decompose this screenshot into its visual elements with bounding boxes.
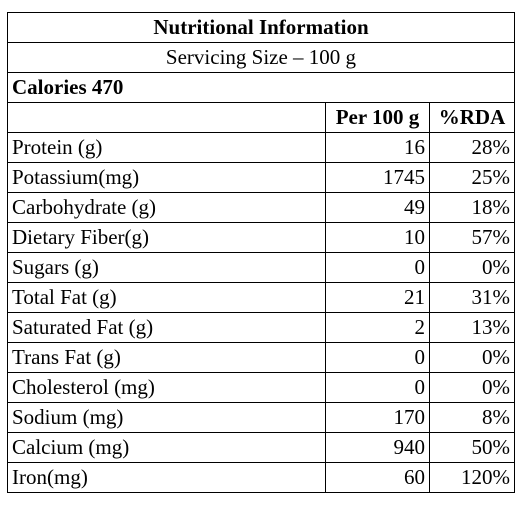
nutrient-rda: 0% [429,252,515,283]
nutrient-amount: 16 [325,132,430,163]
nutrient-rda: 120% [429,462,515,493]
nutrition-table: Nutritional Information Servicing Size –… [7,12,515,493]
nutrient-amount: 1745 [325,162,430,193]
nutrient-row: Carbohydrate (g) 49 18% [7,192,515,223]
table-title: Nutritional Information [7,12,515,43]
nutrient-amount: 21 [325,282,430,313]
nutrient-rda: 8% [429,402,515,433]
nutrient-name: Potassium(mg) [7,162,326,193]
nutrient-name: Calcium (mg) [7,432,326,463]
nutrient-rda: 50% [429,432,515,463]
nutrient-row: Saturated Fat (g) 2 13% [7,312,515,343]
per-100g-header: Per 100 g [325,102,430,133]
nutrient-name: Carbohydrate (g) [7,192,326,223]
rda-header: %RDA [429,102,515,133]
nutrient-row: Trans Fat (g) 0 0% [7,342,515,373]
nutrient-amount: 60 [325,462,430,493]
nutrient-row: Iron(mg) 60 120% [7,462,515,493]
nutrient-amount: 0 [325,372,430,403]
nutrient-amount: 10 [325,222,430,253]
nutrient-row: Sodium (mg) 170 8% [7,402,515,433]
nutrient-row: Protein (g) 16 28% [7,132,515,163]
nutrient-amount: 170 [325,402,430,433]
nutrient-rda: 13% [429,312,515,343]
nutrient-name: Saturated Fat (g) [7,312,326,343]
serving-size: Servicing Size – 100 g [7,42,515,73]
title-row: Nutritional Information [7,12,515,43]
column-header-row: Per 100 g %RDA [7,102,515,133]
nutrient-amount: 0 [325,342,430,373]
nutrient-rda: 18% [429,192,515,223]
nutrient-rda: 25% [429,162,515,193]
nutrient-name: Protein (g) [7,132,326,163]
nutrient-name: Sodium (mg) [7,402,326,433]
nutrient-row: Dietary Fiber(g) 10 57% [7,222,515,253]
nutrient-amount: 940 [325,432,430,463]
calories-row: Calories 470 [7,72,515,103]
header-spacer [7,102,326,133]
nutrient-name: Cholesterol (mg) [7,372,326,403]
nutrient-row: Potassium(mg) 1745 25% [7,162,515,193]
nutrient-name: Sugars (g) [7,252,326,283]
nutrient-name: Iron(mg) [7,462,326,493]
nutrient-rda: 0% [429,372,515,403]
serving-size-row: Servicing Size – 100 g [7,42,515,73]
nutrient-amount: 49 [325,192,430,223]
nutrient-row: Sugars (g) 0 0% [7,252,515,283]
nutrition-table-body: Nutritional Information Servicing Size –… [7,12,515,493]
nutrient-rda: 31% [429,282,515,313]
nutrient-amount: 0 [325,252,430,283]
nutrient-name: Total Fat (g) [7,282,326,313]
nutrient-rda: 0% [429,342,515,373]
nutrient-name: Dietary Fiber(g) [7,222,326,253]
nutrient-row: Calcium (mg) 940 50% [7,432,515,463]
nutrient-amount: 2 [325,312,430,343]
nutrient-row: Cholesterol (mg) 0 0% [7,372,515,403]
nutrient-rda: 28% [429,132,515,163]
calories: Calories 470 [7,72,515,103]
nutrient-rda: 57% [429,222,515,253]
nutrient-name: Trans Fat (g) [7,342,326,373]
nutrient-row: Total Fat (g) 21 31% [7,282,515,313]
